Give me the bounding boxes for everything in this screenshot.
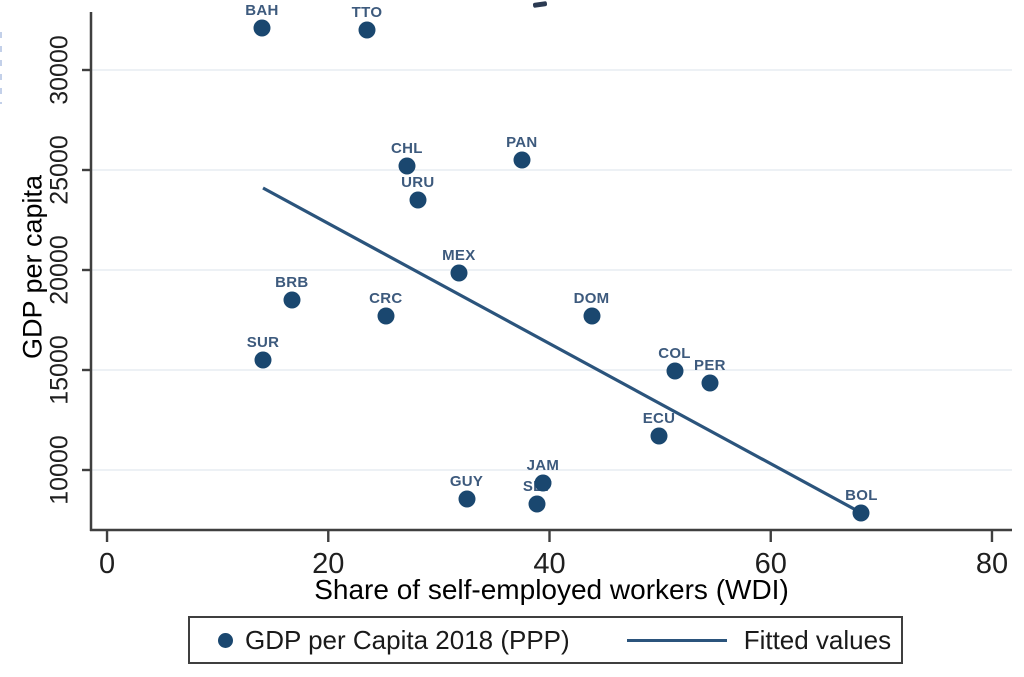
scatter-point-DOM — [583, 307, 601, 325]
point-label-BRB: BRB — [275, 274, 309, 291]
legend-dot-marker — [218, 632, 233, 648]
legend-line-marker — [626, 638, 727, 642]
scatter-point-TTO — [358, 21, 376, 39]
point-label-CRC: CRC — [369, 290, 403, 307]
point-label-COL: COL — [658, 345, 691, 362]
point-label-TTO: TTO — [351, 4, 383, 21]
legend-box: GDP per Capita 2018 (PPP) Fitted values — [188, 616, 903, 664]
scatter-point-SLV — [528, 495, 546, 513]
scatter-point-BRB — [283, 291, 301, 309]
x-axis-title: Share of self-employed workers (WDI) — [314, 574, 789, 605]
point-label-MEX: MEX — [442, 247, 476, 264]
point-label-BOL: BOL — [845, 487, 878, 504]
scatter-point-CRC — [377, 307, 395, 325]
point-label-SUR: SUR — [246, 334, 280, 351]
scatter-point-CHL — [398, 157, 416, 175]
scatter-point-PAN — [513, 151, 531, 169]
scatter-point-BOL — [852, 504, 870, 522]
point-label-JAM: JAM — [526, 457, 560, 474]
point-label-ECU: ECU — [642, 410, 676, 427]
point-label-URU: URU — [401, 174, 435, 191]
legend-label-fitted: Fitted values — [743, 624, 892, 655]
scatter-point-PER — [701, 374, 719, 392]
scatter-point-BAH — [253, 19, 271, 37]
scatter-point-COL — [666, 362, 683, 380]
point-label-PAN: PAN — [506, 134, 538, 151]
scatter-point-MEX — [450, 264, 468, 282]
point-label-PER: PER — [694, 357, 726, 374]
fitted-values-line — [262, 186, 863, 515]
scatter-point-GUY — [458, 490, 476, 508]
x-tick-label-60: 60 — [754, 548, 787, 580]
point-label-CHL: CHL — [390, 140, 423, 157]
point-label-BAH: BAH — [245, 2, 279, 19]
scatter-point-JAM — [534, 474, 552, 492]
x-tick-label-80: 80 — [975, 548, 1009, 580]
x-tick-label-40: 40 — [533, 548, 566, 580]
x-tick-label-20: 20 — [312, 548, 345, 580]
point-label-GUY: GUY — [449, 473, 484, 490]
left-edge-artifact — [0, 32, 2, 104]
point-label-DOM: DOM — [573, 290, 610, 307]
scatter-point-URU — [409, 191, 427, 209]
scatter-point-SUR — [254, 351, 272, 369]
x-tick-label-0: 0 — [98, 548, 116, 580]
legend-label-gdp: GDP per Capita 2018 (PPP) — [245, 624, 570, 655]
scatter-point-ECU — [650, 427, 668, 445]
